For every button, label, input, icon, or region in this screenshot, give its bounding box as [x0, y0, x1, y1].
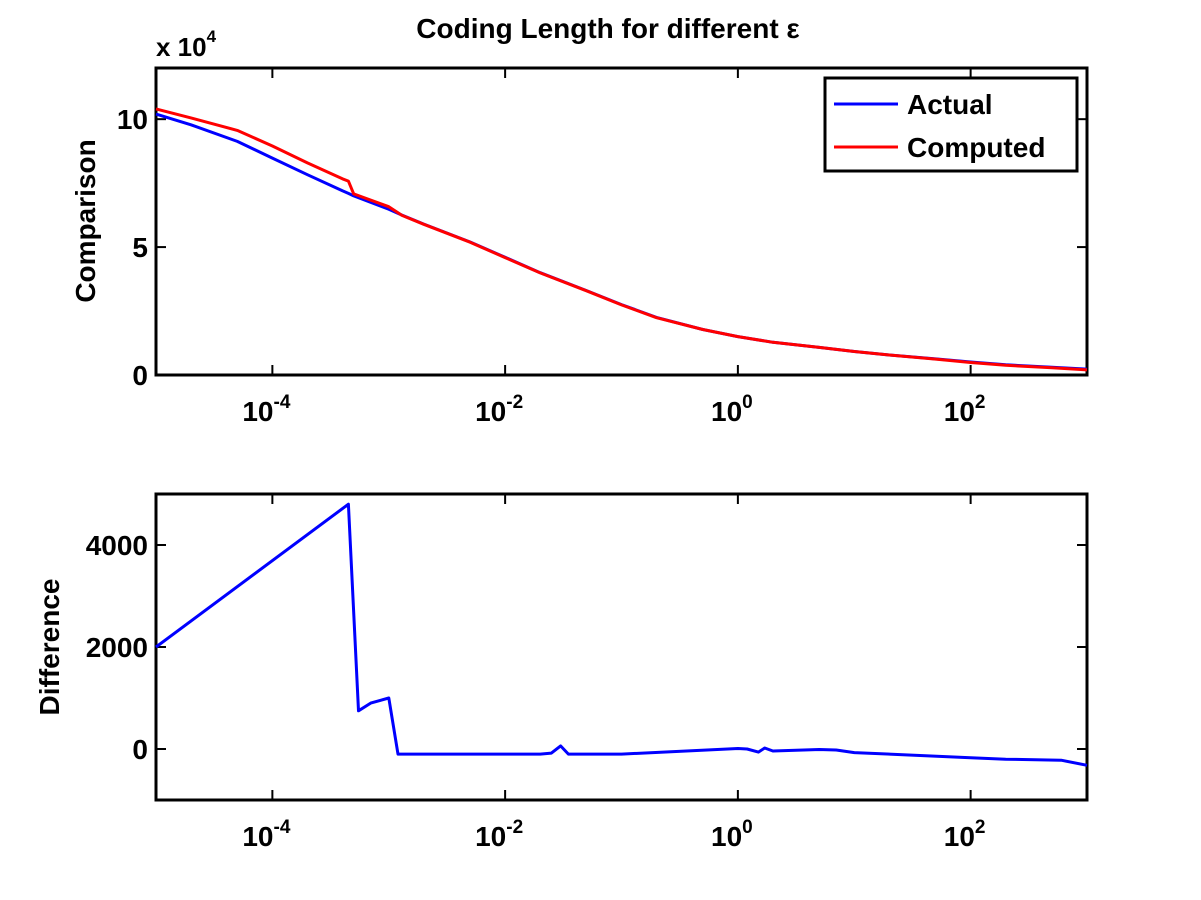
bottom-x-tick-label: 10-2	[475, 817, 523, 852]
legend-label-computed: Computed	[907, 132, 1045, 163]
legend-label-actual: Actual	[907, 89, 993, 120]
bottom-x-tick-label: 102	[944, 817, 986, 852]
top-y-tick-label: 0	[132, 360, 148, 391]
top-x-tick-label: 102	[944, 392, 986, 427]
bottom-x-tick-label-base: 10	[475, 821, 506, 852]
chart-title: Coding Length for different ε	[416, 13, 799, 44]
top-y-multiplier-base: x 10	[156, 32, 207, 62]
bottom-series	[155, 502, 1088, 767]
top-y-multiplier: x 104	[156, 27, 217, 62]
bottom-x-tick-label-base: 10	[242, 821, 273, 852]
top-y-tick-label: 5	[132, 232, 148, 263]
top-plot-frame	[154, 66, 1089, 377]
top-y-tick-label: 10	[117, 104, 148, 135]
top-x-tick-label-base: 10	[711, 396, 742, 427]
bottom-x-tick-label: 100	[711, 817, 753, 852]
top-x-tick-label-exponent: -2	[506, 392, 523, 413]
legend: Actual Computed	[823, 76, 1079, 173]
bottom-series-line-difference	[155, 502, 1088, 767]
bottom-y-tick-label: 2000	[86, 632, 148, 663]
legend-box	[823, 76, 1079, 173]
top-series	[155, 107, 1088, 372]
bottom-y-axis-label: Difference	[34, 579, 65, 716]
top-series-line-computed	[155, 107, 1088, 372]
bottom-x-tick-label: 10-4	[242, 817, 290, 852]
bottom-y-tick-label: 4000	[86, 530, 148, 561]
top-x-tick-label-base: 10	[475, 396, 506, 427]
bottom-x-tick-label-exponent: 2	[975, 817, 986, 838]
top-x-tick-label: 10-2	[475, 392, 523, 427]
top-x-tick-label-exponent: 0	[742, 392, 753, 413]
bottom-x-tick-label-exponent: -4	[274, 817, 291, 838]
top-x-tick-label: 10-4	[242, 392, 290, 427]
bottom-x-tick-label-base: 10	[711, 821, 742, 852]
bottom-x-tick-label-exponent: 0	[742, 817, 753, 838]
top-x-tick-label-base: 10	[944, 396, 975, 427]
bottom-x-tick-label-exponent: -2	[506, 817, 523, 838]
top-x-tick-label-exponent: 2	[975, 392, 986, 413]
bottom-x-tick-label-base: 10	[944, 821, 975, 852]
top-x-tick-label-exponent: -4	[274, 392, 291, 413]
bottom-y-tick-label: 0	[132, 734, 148, 765]
top-y-multiplier-exponent: 4	[207, 27, 217, 46]
top-y-axis-label: Comparison	[70, 139, 101, 302]
top-x-tick-label-base: 10	[242, 396, 273, 427]
top-x-tick-label: 100	[711, 392, 753, 427]
